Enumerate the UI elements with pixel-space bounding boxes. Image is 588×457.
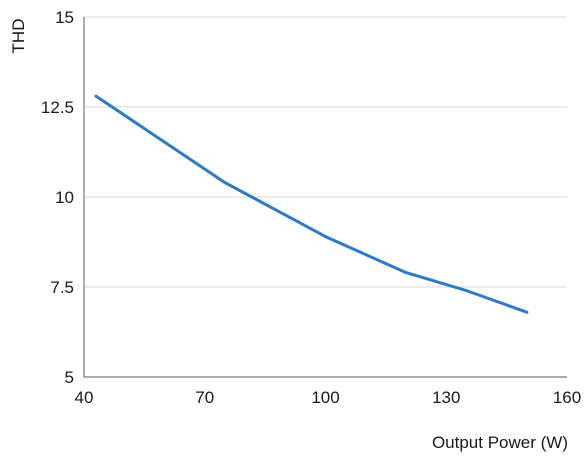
data-point: [404, 271, 408, 275]
y-tick-labels: 5 7.5 10 12.5 15: [41, 8, 74, 387]
y-tick-label: 12.5: [41, 98, 74, 117]
data-point: [94, 94, 98, 98]
series-line: [94, 94, 529, 314]
x-tick-label: 70: [195, 388, 214, 407]
data-point: [464, 289, 468, 293]
series-group: [94, 94, 529, 314]
y-tick-label: 15: [55, 8, 74, 27]
data-point: [223, 181, 227, 185]
y-tick-label: 5: [65, 368, 74, 387]
x-tick-label: 130: [432, 388, 460, 407]
x-tick-label: 100: [311, 388, 339, 407]
x-axis-title: Output Power (W): [432, 433, 568, 452]
y-axis-title: THD: [9, 19, 28, 54]
grid-lines: [84, 16, 567, 288]
x-tick-label: 40: [75, 388, 94, 407]
y-tick-label: 10: [55, 188, 74, 207]
x-tick-labels: 40 70 100 130 160: [75, 388, 582, 407]
data-point: [525, 310, 529, 314]
data-point: [324, 235, 327, 239]
y-tick-label: 7.5: [50, 278, 74, 297]
x-tick-label: 160: [553, 388, 581, 407]
